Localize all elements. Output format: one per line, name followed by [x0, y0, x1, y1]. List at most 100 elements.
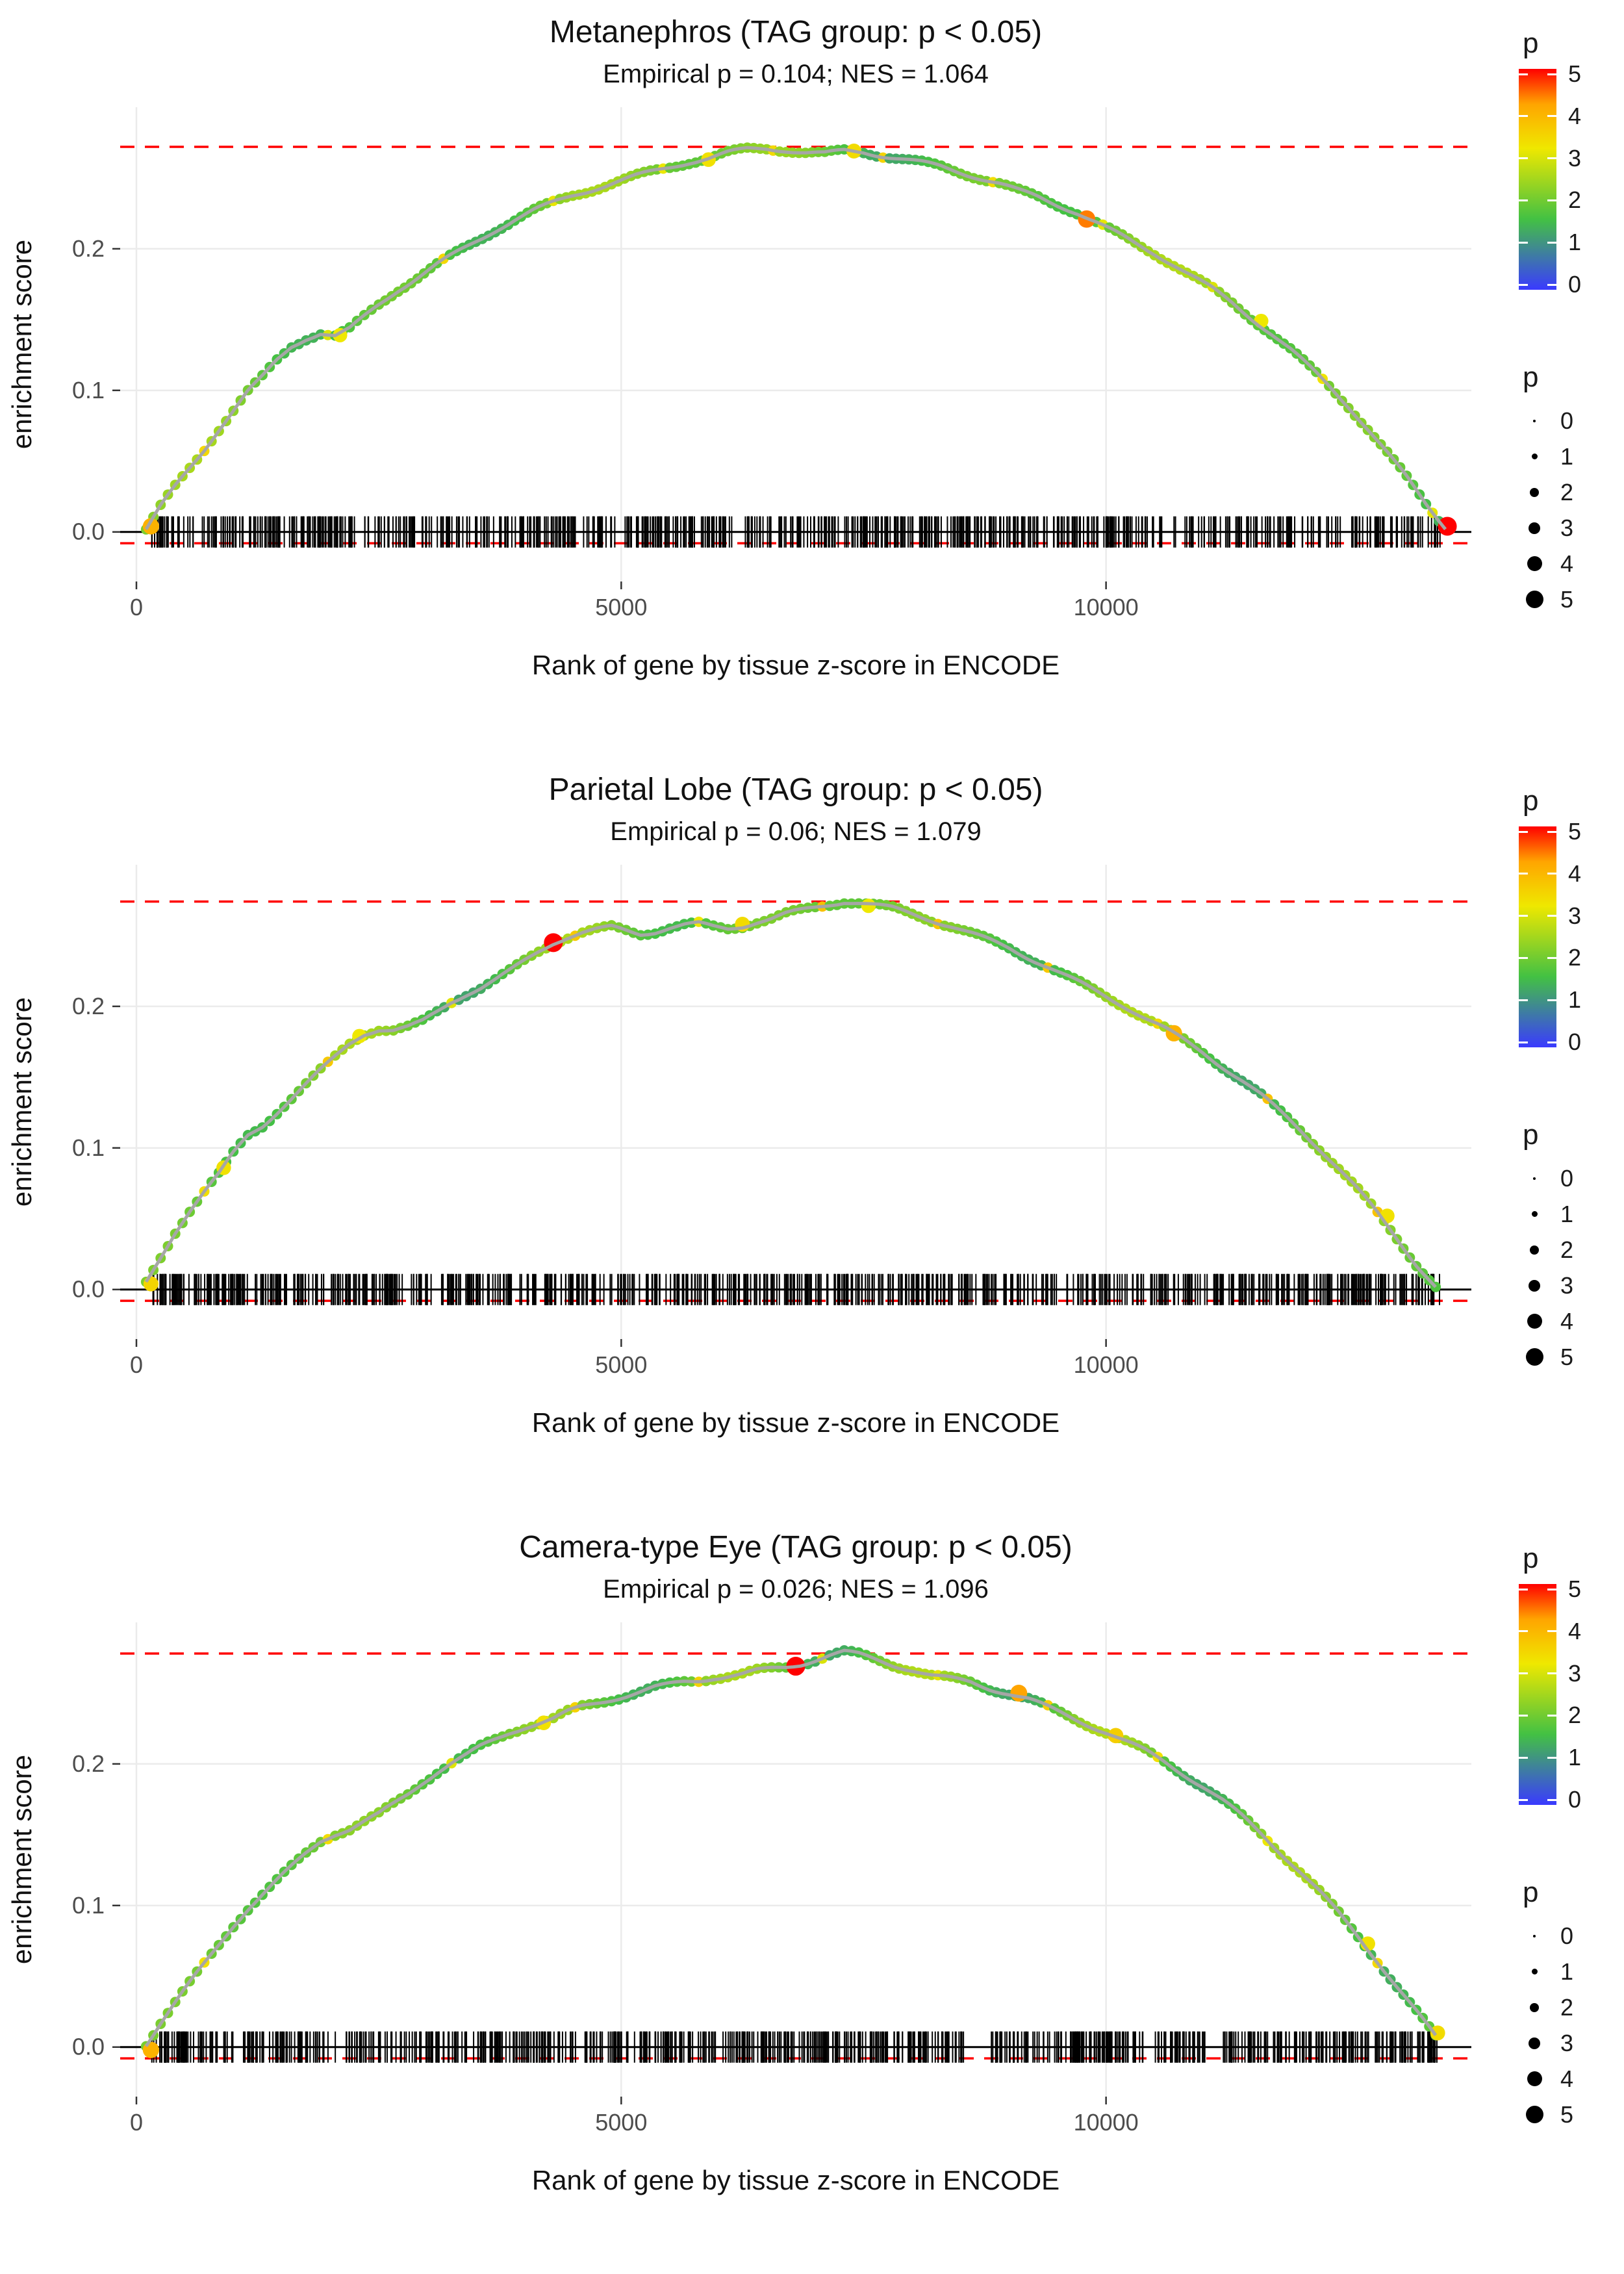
colorbar-gradient [1519, 1584, 1556, 1805]
size-legend-label: 2 [1560, 1236, 1574, 1263]
colorbar-tick-mark [1547, 830, 1556, 833]
curve-core-line [144, 146, 1447, 531]
color-legend-title: p [1523, 27, 1539, 59]
enrichment-curve [140, 1645, 1445, 2058]
x-tick-label: 10000 [1074, 2109, 1139, 2136]
size-legend-label: 5 [1560, 2101, 1574, 2128]
y-tick-label: 0.0 [72, 1276, 105, 1303]
size-legend-item: 5 [1519, 1339, 1624, 1375]
size-legend: p 0 1 2 3 4 5 [1519, 1119, 1624, 1375]
size-legend-label: 0 [1560, 1164, 1574, 1192]
size-legend-dot [1527, 556, 1542, 571]
x-tick-label: 10000 [1074, 594, 1139, 620]
colorbar-tick-mark [1547, 283, 1556, 286]
enrichment-curve [140, 898, 1441, 1292]
y-tick-label: 0.2 [72, 235, 105, 262]
y-axis-label: enrichment score [6, 1755, 37, 1964]
size-legend-label: 1 [1560, 1200, 1574, 1227]
x-tick-label: 10000 [1074, 1351, 1139, 1378]
color-legend-title: p [1523, 785, 1539, 817]
colorbar-tick-mark [1547, 956, 1556, 959]
colorbar-tick-label: 3 [1568, 1659, 1582, 1687]
color-legend: p 5 4 3 2 1 0 [1519, 785, 1624, 1054]
size-legend-dot [1529, 2037, 1540, 2049]
size-legend-label: 4 [1560, 2065, 1574, 2092]
size-legend-dot [1525, 591, 1543, 608]
size-legend-item: 2 [1519, 1989, 1624, 2025]
size-legend-item: 5 [1519, 2097, 1624, 2132]
colorbar-tick-mark [1547, 1798, 1556, 1801]
colorbar-tick-label: 0 [1568, 1786, 1582, 1813]
axis-ticks-and-labels: 0 5000 10000 0.0 0.1 0.2 [72, 993, 1139, 1378]
size-legend-dot [1531, 454, 1538, 459]
size-legend: p 0 1 2 3 4 5 [1519, 361, 1624, 617]
colorbar-tick-mark [1547, 1588, 1556, 1591]
color-legend: p 5 4 3 2 1 0 [1519, 1542, 1624, 1811]
size-legend-items: 0 1 2 3 4 5 [1519, 1918, 1624, 2132]
x-axis-label: Rank of gene by tissue z-score in ENCODE [531, 1407, 1060, 1438]
size-legend-dot [1533, 419, 1536, 422]
size-legend-label: 1 [1560, 1958, 1574, 1985]
size-legend-item: 2 [1519, 474, 1624, 510]
colorbar-tick-label: 5 [1568, 1576, 1582, 1602]
colorbar-tick-mark [1547, 999, 1556, 1001]
size-legend-item: 1 [1519, 439, 1624, 474]
colorbar-tick-mark [1547, 73, 1556, 75]
size-legend-label: 0 [1560, 1922, 1574, 1949]
colorbar-tick-mark [1519, 73, 1528, 75]
x-tick-label: 0 [130, 594, 143, 620]
panel-camera-type-eye: Camera-type Eye (TAG group: p < 0.05) Em… [0, 1515, 1624, 2273]
size-legend-item: 0 [1519, 1918, 1624, 1954]
panel-subtitle: Empirical p = 0.06; NES = 1.079 [610, 817, 982, 846]
colorbar-tick-label: 1 [1568, 986, 1582, 1014]
size-legend-dot [1529, 522, 1540, 534]
colorbar-tick-mark [1519, 830, 1528, 833]
colorbar-tick-mark [1519, 1714, 1528, 1717]
colorbar-tick-mark [1519, 1756, 1528, 1759]
enrichment-curve [140, 142, 1457, 536]
size-legend-title: p [1523, 361, 1539, 393]
colorbar-tick-mark [1547, 915, 1556, 917]
size-legend-label: 5 [1560, 585, 1574, 613]
colorbar: 5 4 3 2 1 0 [1519, 1578, 1581, 1811]
size-legend-dot [1530, 2002, 1539, 2012]
y-tick-label: 0.2 [72, 993, 105, 1019]
axis-ticks-and-labels: 0 5000 10000 0.0 0.1 0.2 [72, 235, 1139, 620]
colorbar-tick-mark [1547, 1041, 1556, 1043]
panel-title: Camera-type Eye (TAG group: p < 0.05) [519, 1530, 1072, 1565]
y-tick-label: 0.0 [72, 2034, 105, 2060]
colorbar-tick-mark [1547, 873, 1556, 875]
size-legend-item: 5 [1519, 581, 1624, 617]
x-tick-label: 5000 [595, 594, 647, 620]
y-axis-label: enrichment score [6, 240, 37, 449]
size-legend: p 0 1 2 3 4 5 [1519, 1876, 1624, 2132]
y-tick-label: 0.0 [72, 518, 105, 545]
color-legend-title: p [1523, 1542, 1539, 1574]
highlight-gene-dot [1438, 517, 1457, 536]
size-legend-label: 3 [1560, 2029, 1574, 2056]
colorbar-tick-label: 2 [1568, 944, 1582, 971]
colorbar-tick-mark [1519, 1041, 1528, 1043]
size-legend-label: 5 [1560, 1343, 1574, 1370]
size-legend-item: 4 [1519, 1303, 1624, 1339]
gene-rug [151, 2031, 1438, 2063]
size-legend-dot [1531, 1969, 1538, 1974]
size-legend-label: 3 [1560, 514, 1574, 541]
colorbar-tick-label: 5 [1568, 818, 1582, 845]
highlight-gene-dot [1430, 2025, 1445, 2041]
size-legend-title: p [1523, 1119, 1539, 1151]
enrichment-plot: 0 5000 10000 0.0 0.1 0.2 enrichment score [6, 107, 1471, 620]
threshold-dashed-lines [120, 1652, 1471, 2060]
size-legend-dot [1529, 1279, 1540, 1292]
size-legend-item: 0 [1519, 403, 1624, 439]
colorbar-tick-mark [1519, 873, 1528, 875]
panel-title: Metanephros (TAG group: p < 0.05) [549, 15, 1043, 49]
colorbar-tick-label: 2 [1568, 186, 1582, 214]
colorbar-tick-label: 1 [1568, 1744, 1582, 1771]
y-tick-label: 0.2 [72, 1750, 105, 1777]
panel-metanephros: Metanephros (TAG group: p < 0.05) Empiri… [0, 0, 1624, 758]
x-axis-label: Rank of gene by tissue z-score in ENCODE [531, 2165, 1060, 2195]
colorbar-tick-label: 5 [1568, 60, 1582, 87]
size-legend-item: 2 [1519, 1232, 1624, 1268]
gene-rug [152, 1273, 1440, 1305]
